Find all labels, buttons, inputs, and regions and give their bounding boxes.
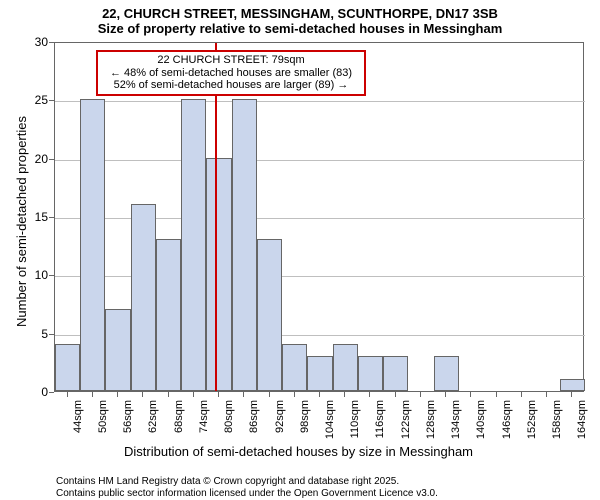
x-tick-mark — [470, 392, 471, 397]
footer-line2: Contains public sector information licen… — [56, 488, 438, 500]
annotation-line1: 22 CHURCH STREET: 79sqm — [102, 54, 360, 67]
histogram-bar — [307, 356, 332, 391]
x-tick-label: 104sqm — [324, 400, 336, 445]
x-tick-mark — [67, 392, 68, 397]
footer-attribution: Contains HM Land Registry data © Crown c… — [56, 476, 438, 500]
x-tick-mark — [193, 392, 194, 397]
x-tick-mark — [269, 392, 270, 397]
x-tick-mark — [546, 392, 547, 397]
y-tick-mark — [49, 275, 54, 276]
x-tick-label: 44sqm — [72, 400, 84, 445]
histogram-bar — [55, 344, 80, 391]
x-tick-mark — [92, 392, 93, 397]
annotation-box: 22 CHURCH STREET: 79sqm ← 48% of semi-de… — [96, 50, 366, 96]
y-axis-label: Number of semi-detached properties — [14, 116, 29, 327]
y-tick-mark — [49, 100, 54, 101]
x-tick-mark — [369, 392, 370, 397]
histogram-bar — [156, 239, 181, 391]
x-tick-label: 56sqm — [122, 400, 134, 445]
y-tick-mark — [49, 217, 54, 218]
histogram-bar — [206, 158, 231, 391]
x-tick-mark — [420, 392, 421, 397]
x-tick-label: 134sqm — [450, 400, 462, 445]
x-tick-mark — [521, 392, 522, 397]
y-tick-label: 5 — [18, 327, 48, 341]
annotation-line2: ← 48% of semi-detached houses are smalle… — [102, 67, 360, 80]
histogram-bar — [131, 204, 156, 391]
histogram-bar — [383, 356, 408, 391]
footer-line1: Contains HM Land Registry data © Crown c… — [56, 476, 438, 488]
y-tick-mark — [49, 42, 54, 43]
x-tick-label: 110sqm — [349, 400, 361, 445]
histogram-bar — [282, 344, 307, 391]
histogram-bar — [105, 309, 130, 391]
x-tick-mark — [117, 392, 118, 397]
x-tick-mark — [496, 392, 497, 397]
y-tick-label: 30 — [18, 35, 48, 49]
x-tick-label: 68sqm — [173, 400, 185, 445]
x-tick-mark — [319, 392, 320, 397]
x-tick-label: 140sqm — [475, 400, 487, 445]
y-tick-mark — [49, 334, 54, 335]
x-tick-mark — [218, 392, 219, 397]
histogram-bar — [232, 99, 257, 391]
title-line2: Size of property relative to semi-detach… — [0, 21, 600, 36]
x-tick-mark — [294, 392, 295, 397]
title-line1: 22, CHURCH STREET, MESSINGHAM, SCUNTHORP… — [0, 6, 600, 21]
grid-line — [55, 160, 585, 161]
histogram-bar — [434, 356, 459, 391]
x-tick-label: 92sqm — [274, 400, 286, 445]
grid-line — [55, 101, 585, 102]
x-tick-label: 50sqm — [97, 400, 109, 445]
x-tick-label: 164sqm — [576, 400, 588, 445]
x-tick-mark — [344, 392, 345, 397]
y-tick-mark — [49, 392, 54, 393]
x-tick-mark — [142, 392, 143, 397]
x-tick-label: 86sqm — [248, 400, 260, 445]
x-tick-mark — [445, 392, 446, 397]
x-tick-label: 122sqm — [400, 400, 412, 445]
y-tick-mark — [49, 159, 54, 160]
histogram-bar — [181, 99, 206, 391]
y-tick-label: 25 — [18, 93, 48, 107]
annotation-line3: 52% of semi-detached houses are larger (… — [102, 79, 360, 92]
x-tick-mark — [395, 392, 396, 397]
histogram-bar — [358, 356, 383, 391]
x-tick-label: 62sqm — [147, 400, 159, 445]
histogram-bar — [80, 99, 105, 391]
histogram-bar — [257, 239, 282, 391]
y-tick-label: 0 — [18, 385, 48, 399]
x-tick-label: 146sqm — [501, 400, 513, 445]
histogram-bar — [333, 344, 358, 391]
x-tick-label: 98sqm — [299, 400, 311, 445]
x-tick-label: 158sqm — [551, 400, 563, 445]
histogram-bar — [560, 379, 585, 391]
chart-titles: 22, CHURCH STREET, MESSINGHAM, SCUNTHORP… — [0, 0, 600, 36]
x-tick-mark — [571, 392, 572, 397]
x-tick-mark — [243, 392, 244, 397]
x-tick-mark — [168, 392, 169, 397]
x-tick-label: 152sqm — [526, 400, 538, 445]
x-tick-label: 128sqm — [425, 400, 437, 445]
x-tick-label: 74sqm — [198, 400, 210, 445]
x-axis-label: Distribution of semi-detached houses by … — [124, 444, 473, 459]
x-tick-label: 80sqm — [223, 400, 235, 445]
x-tick-label: 116sqm — [374, 400, 386, 445]
